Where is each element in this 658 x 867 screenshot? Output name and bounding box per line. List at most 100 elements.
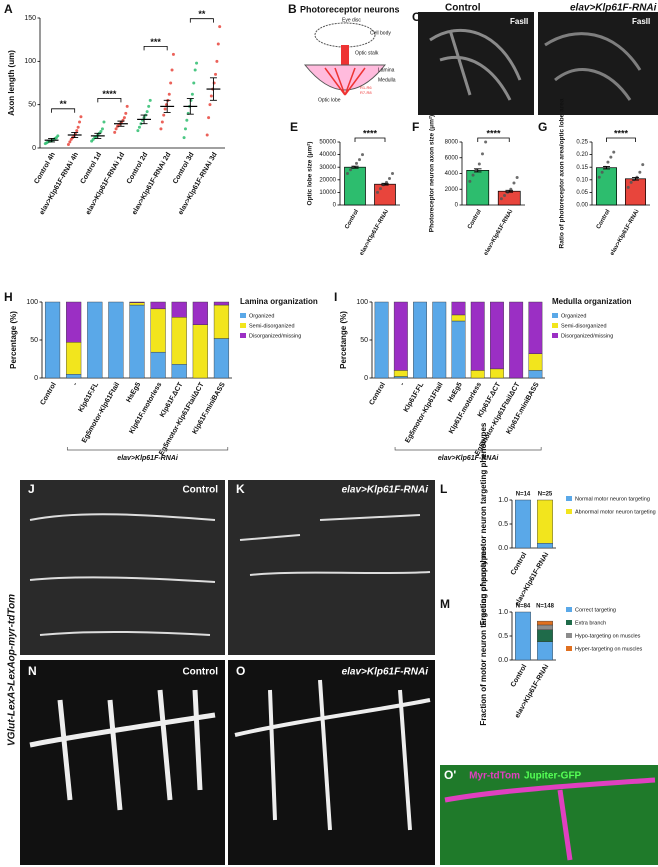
x-tick-label: elav>Klp61F-RNAi [483, 209, 514, 257]
y-tick-label: 1.0 [498, 609, 508, 616]
x-tick-label: Control [596, 209, 612, 231]
significance-bracket [143, 46, 168, 51]
y-tick-label: 30000 [319, 165, 336, 171]
legend-label: Disorganized/missing [561, 333, 613, 339]
bar-segment [213, 301, 230, 306]
significance-label: ** [198, 9, 206, 19]
diagram-label: Eye disc [342, 17, 361, 23]
y-axis-label: Ratio of photoreceptor axon area/optic l… [559, 98, 566, 248]
data-point [147, 104, 151, 108]
bar-segment [470, 301, 485, 371]
data-point [124, 111, 128, 115]
data-point [600, 170, 604, 174]
legend-label: Semi-disorganized [561, 323, 607, 329]
bar-segment [192, 324, 208, 379]
bar-segment [129, 304, 145, 379]
data-point [195, 61, 199, 65]
data-point [209, 94, 213, 98]
side-label: VGlut-LexA>LexAop-myr-tdTom [7, 594, 18, 746]
data-point [205, 133, 209, 137]
optic-lobe [303, 64, 387, 91]
panel-letter: O [236, 664, 245, 678]
data-point [79, 115, 83, 119]
legend-label: Normal motor neuron targeting [575, 496, 650, 502]
bar-segment [66, 374, 82, 379]
data-point [167, 92, 171, 96]
data-point [182, 136, 186, 140]
x-tick-label: Control 4h [33, 151, 57, 185]
panel-letter: M [440, 597, 450, 611]
bar-segment [451, 314, 466, 322]
x-tick-label: Control [510, 551, 529, 576]
image-label: Control [182, 485, 218, 496]
legend-swatch [566, 646, 572, 651]
error-bar [381, 182, 389, 186]
x-tick-label: Klp61F.FL [78, 381, 101, 414]
y-axis-label: Axon length (um) [7, 50, 16, 116]
significance-label: **** [102, 89, 117, 99]
y-tick-label: 6000 [445, 155, 459, 161]
bar-segment [509, 301, 524, 379]
data-point [145, 110, 149, 114]
y-axis-label: Fraction of motor neuron targeting pheno… [479, 546, 488, 726]
data-point [136, 129, 140, 133]
data-point [638, 170, 642, 174]
bar-segment [537, 624, 553, 630]
data-point [113, 130, 117, 134]
bar-segment [451, 320, 466, 379]
error-bar [71, 131, 79, 139]
data-point [76, 125, 80, 129]
y-tick-label: 0 [34, 375, 38, 382]
bar-segment [515, 499, 531, 549]
data-point [192, 81, 196, 85]
data-point [102, 120, 106, 124]
image-label: Myr-tdTom [469, 771, 520, 782]
error-bar [117, 120, 125, 127]
y-tick-label: 40000 [319, 152, 336, 158]
error-bar [351, 165, 359, 169]
diagram-title: Photoreceptor neurons [300, 4, 400, 14]
y-tick-label: 4000 [445, 171, 459, 177]
y-tick-label: 10000 [319, 190, 336, 196]
panel-letter: I [334, 290, 337, 304]
bar-segment [192, 301, 208, 325]
x-tick-label: Control 1d [80, 151, 104, 185]
bar-segment [150, 308, 166, 353]
y-tick-label: 50 [360, 337, 368, 344]
data-point [629, 180, 633, 184]
legend-label: Abnormal motor neuron targeting [575, 509, 656, 515]
y-tick-label: 0 [364, 375, 368, 382]
data-point [515, 175, 519, 179]
bar-segment [470, 370, 485, 379]
legend-swatch [552, 333, 558, 338]
y-axis-label: Fraction of pupal motor neuron targeting… [479, 422, 488, 625]
group-label: elav>Klp61F-RNAi [117, 455, 179, 462]
legend-swatch [566, 607, 572, 612]
bar-segment [413, 301, 427, 379]
panel-letter: K [236, 482, 245, 496]
x-tick-label: Control 2d [126, 151, 150, 185]
data-point [125, 104, 129, 108]
data-point [183, 127, 187, 131]
legend-label: Organized [561, 313, 586, 319]
n-label: N=148 [536, 604, 555, 610]
bar-segment [537, 641, 553, 661]
legend-label: Organized [249, 313, 274, 319]
bar-segment [150, 301, 166, 310]
data-point [499, 197, 503, 201]
x-tick-label: HsEg5 [447, 381, 464, 403]
data-point [512, 181, 516, 185]
data-point [606, 160, 610, 164]
image-label: FasII [510, 17, 528, 26]
image-label: Control [445, 3, 481, 14]
error-bar [186, 98, 194, 115]
diagram-label: Optic stalk [355, 50, 379, 56]
micrograph [20, 480, 225, 655]
data-point [208, 103, 212, 107]
bar-segment [537, 499, 553, 544]
legend-label: Hyper-targeting on muscles [575, 646, 643, 652]
diagram-label: Medulla [378, 77, 396, 83]
panel-letter: N [28, 664, 37, 678]
data-point [214, 72, 218, 76]
x-tick-label: Control [344, 209, 360, 231]
